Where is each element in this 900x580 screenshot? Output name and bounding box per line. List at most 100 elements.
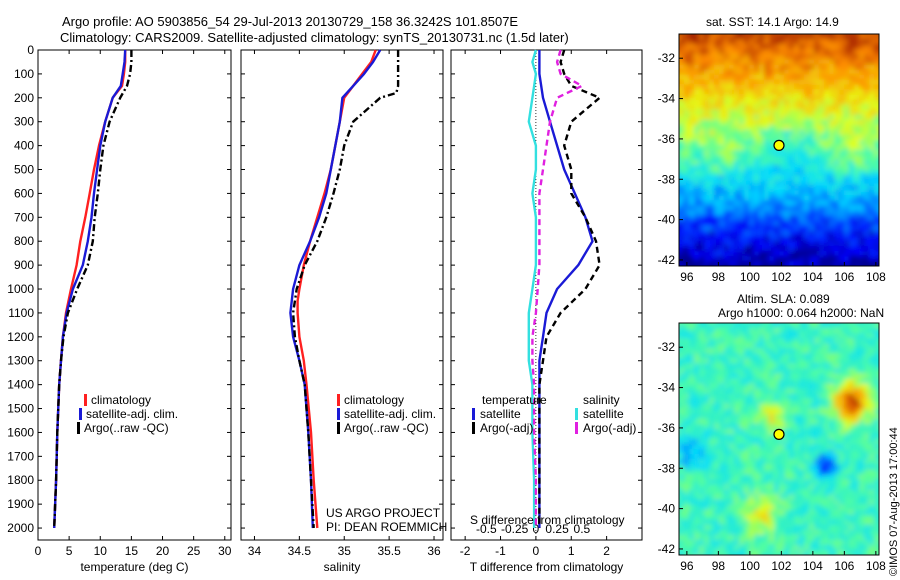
map-cell [874,373,879,379]
map-cell [849,449,855,455]
map-cell [709,499,715,506]
map-cell [854,363,860,369]
map-cell [824,225,830,232]
map-cell [739,444,745,450]
map-cell [744,220,750,227]
map-cell [719,205,725,212]
map-cell [724,94,730,101]
map-cell [749,200,755,206]
map-cell [794,170,800,176]
map-cell [884,49,890,55]
map-cell [824,215,830,222]
map-cell [739,34,745,40]
map-cell [794,333,800,339]
map-cell [804,190,810,196]
map-cell [729,333,735,339]
map-cell [809,464,815,470]
map-cell [704,348,710,354]
map-cell [824,220,830,227]
map-cell [729,215,735,222]
map-cell [744,449,750,455]
map-y-tick-label-1-5: -42 [658,542,676,556]
map-cell [689,403,695,410]
map-cell [859,459,865,465]
map-cell [774,175,780,181]
map-cell [694,119,700,126]
map-cell [714,338,720,344]
map-cell [814,373,820,379]
map-x-tick-label-1-4: 104 [803,559,823,573]
y-tick-label-11: 1100 [8,306,34,320]
map-cell [704,104,710,111]
map-cell [734,261,740,266]
map-cell [754,539,760,546]
map-cell [824,378,830,385]
map-cell [704,474,710,480]
map-cell [739,54,745,60]
map-cell [824,235,830,242]
map-cell [764,255,770,262]
map-cell [694,550,700,555]
map-cell [819,69,825,75]
map-cell [769,519,775,526]
map-cell [784,534,790,541]
map-cell [774,469,780,475]
map-cell [784,195,790,201]
map-cell [824,34,830,40]
map-cell [744,343,750,349]
legend-label-s-argo: Argo(-adj) [583,421,636,435]
map-cell [829,343,835,349]
map-cell [874,484,879,490]
map-cell [724,160,730,166]
map-cell [849,348,855,354]
map-cell [759,195,765,201]
map-cell [704,114,710,121]
map-cell [774,550,780,555]
map-cell [739,170,745,176]
map-cell [789,504,795,511]
map-cell [859,514,865,521]
map-cell [859,484,865,490]
map-cell [679,54,685,60]
map-cell [834,499,840,506]
x-axis-label-1: salinity [324,560,361,574]
map-cell [679,403,685,410]
map-cell [744,69,750,75]
map-cell [784,109,790,116]
map-cell [854,59,860,65]
map-cell [724,428,730,435]
map-cell [814,250,820,257]
map-cell [729,139,735,146]
x-tick-label-0-6: 30 [218,544,232,558]
map-cell [804,439,810,445]
map-cell [844,469,850,475]
map-cell [704,393,710,400]
map-cell [804,170,810,176]
map-cell [809,200,815,206]
map-cell [804,155,810,161]
map-cell [799,165,805,171]
map-cell [779,220,785,227]
map-cell [694,514,700,521]
map-cell [724,64,730,70]
map-cell [689,534,695,541]
map-cell [784,134,790,141]
map-cell [759,338,765,344]
map-cell [839,489,845,495]
map-cell [779,84,785,90]
map-cell [814,74,820,80]
map-cell [724,388,730,395]
map-cell [879,550,885,556]
map-cell [829,160,835,166]
map-cell [804,84,810,90]
map-cell [829,145,835,151]
map-cell [804,378,810,385]
map-cell [774,134,780,141]
map-cell [684,230,690,237]
map-cell [719,358,725,364]
map-cell [769,444,775,450]
map-cell [779,39,785,45]
map-cell [789,398,795,405]
map-cell [824,544,830,551]
map-cell [799,170,805,176]
